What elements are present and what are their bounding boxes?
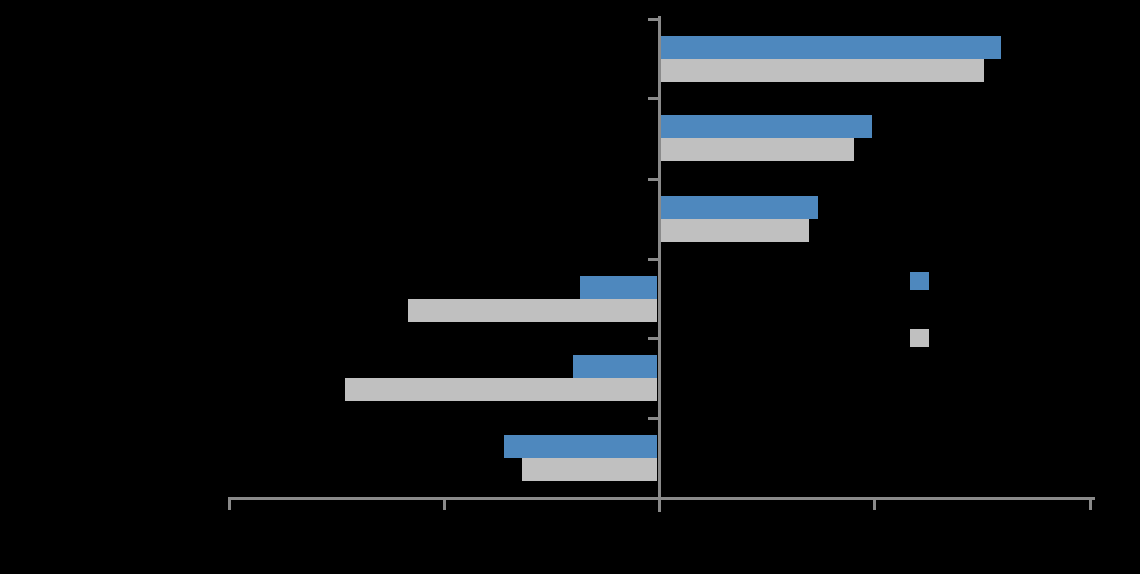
series-1-bar [504, 435, 658, 458]
x-axis-tick [227, 497, 231, 510]
y-axis-line [657, 16, 661, 512]
series-2-bar [521, 458, 658, 481]
x-axis-line [229, 497, 1095, 500]
y-axis-tick [648, 18, 660, 21]
series-2-bar [345, 378, 658, 401]
series-1-bar [660, 36, 1001, 59]
x-axis-tick [873, 497, 876, 510]
series-2-bar [660, 59, 984, 82]
series-2-bar [660, 138, 855, 161]
series-1-bar [573, 355, 658, 378]
y-axis-tick [648, 97, 660, 100]
legend-series-1-swatch [910, 272, 929, 290]
series-1-bar [579, 276, 658, 299]
series-2-bar [660, 219, 810, 242]
y-axis-tick [648, 417, 660, 420]
y-axis-tick [648, 178, 660, 181]
x-axis-tick [1088, 497, 1092, 510]
legend-series-2-swatch [910, 329, 929, 347]
series-2-bar [407, 299, 658, 322]
series-1-bar [660, 115, 872, 138]
x-axis-tick [442, 497, 446, 510]
y-axis-tick [648, 337, 660, 340]
y-axis-tick [648, 258, 660, 261]
series-1-bar [660, 196, 818, 219]
